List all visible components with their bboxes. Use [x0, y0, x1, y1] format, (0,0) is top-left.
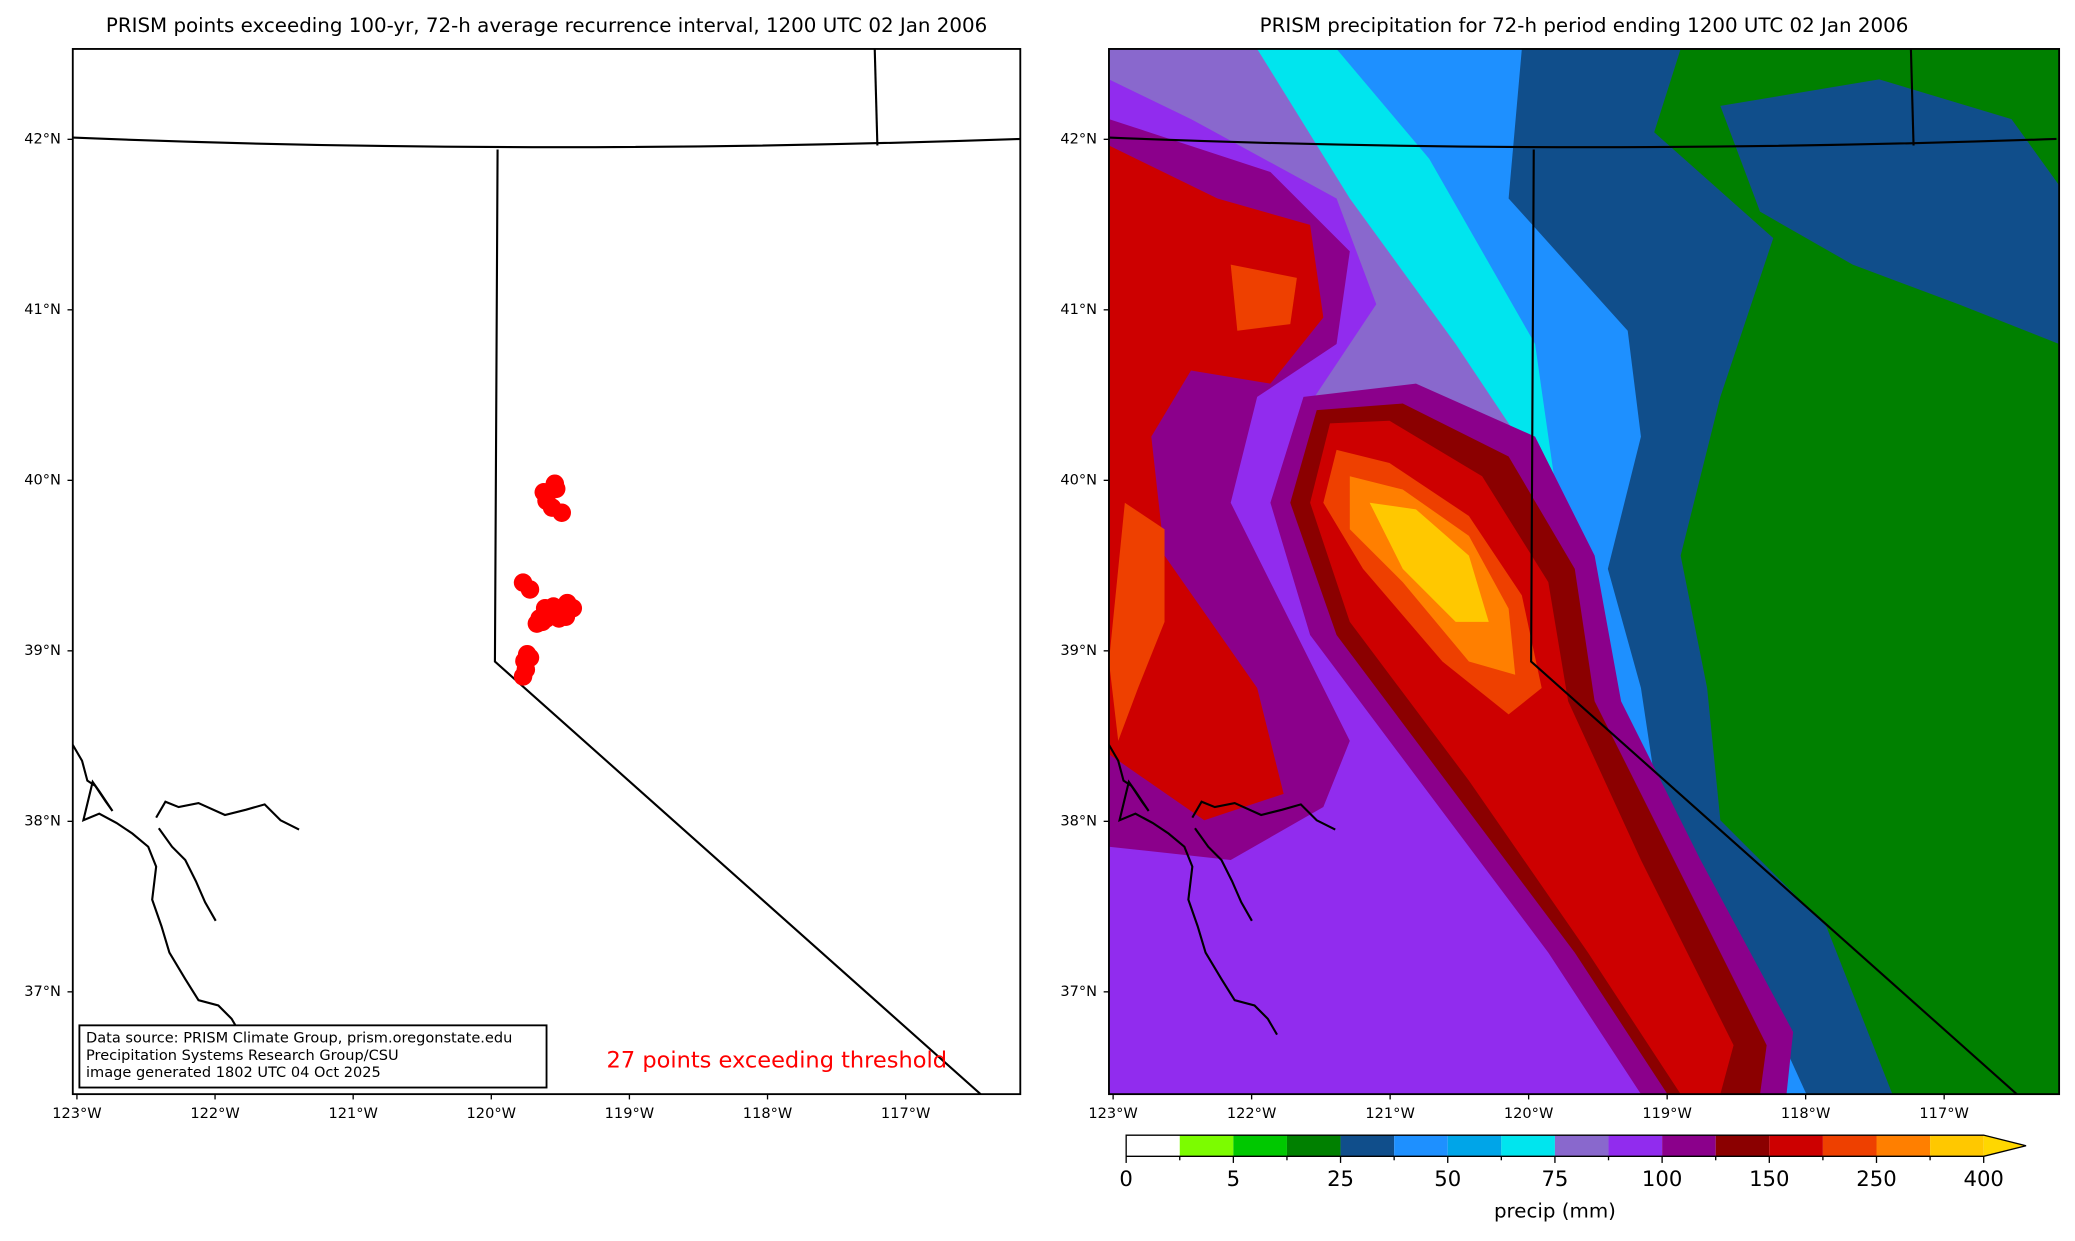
- axes-frame: [71, 48, 1022, 1096]
- y-tick-label: 41°N: [24, 301, 61, 318]
- y-tick-label: 40°N: [24, 471, 61, 488]
- x-tick-label: 119°W: [1642, 1105, 1691, 1122]
- exceed-point: [557, 593, 577, 613]
- colorbar-bin: [1126, 1135, 1180, 1157]
- exceed-point: [546, 479, 566, 499]
- exceed-point: [552, 503, 571, 522]
- exceed-point: [513, 667, 533, 686]
- exceed-point: [520, 580, 540, 599]
- colorbar-tick-label: 100: [1642, 1166, 1682, 1191]
- source-line: Data source: PRISM Climate Group, prism.…: [86, 1030, 512, 1047]
- x-tick-label: 120°W: [467, 1105, 516, 1122]
- colorbar-bin: [1447, 1135, 1502, 1157]
- colorbar-bin: [1501, 1135, 1555, 1157]
- exceed-point: [520, 648, 540, 667]
- x-tick-label: 117°W: [881, 1105, 930, 1122]
- colorbar-extend: [1983, 1135, 2027, 1157]
- colorbar-tick-label: 250: [1856, 1166, 1896, 1191]
- y-tick-label: 42°N: [1060, 130, 1097, 147]
- x-tick-label: 118°W: [743, 1105, 792, 1122]
- x-tick-label: 121°W: [328, 1105, 377, 1122]
- colorbar-tick-label: 75: [1541, 1166, 1568, 1191]
- colorbar-bin: [1554, 1135, 1609, 1157]
- colorbar-tick-label: 150: [1749, 1166, 1789, 1191]
- colorbar-bin: [1286, 1135, 1341, 1157]
- colorbar-tick-label: 0: [1119, 1166, 1132, 1191]
- x-tick-label: 122°W: [190, 1105, 239, 1122]
- colorbar-bin: [1608, 1135, 1663, 1157]
- source-box: [78, 1024, 548, 1089]
- colorbar-outline: [1125, 1134, 2027, 1157]
- colorbar-bin: [1179, 1135, 1234, 1157]
- y-tick-label: 37°N: [1060, 983, 1097, 1000]
- y-tick-label: 38°N: [24, 812, 61, 829]
- source-line: image generated 1802 UTC 04 Oct 2025: [86, 1064, 381, 1081]
- y-tick-label: 40°N: [1060, 471, 1097, 488]
- colorbar-tick-label: 50: [1434, 1166, 1461, 1191]
- y-tick-label: 38°N: [1060, 812, 1097, 829]
- x-tick-label: 123°W: [1088, 1105, 1137, 1122]
- y-tick-label: 37°N: [24, 983, 61, 1000]
- x-tick-label: 117°W: [1919, 1105, 1968, 1122]
- y-tick-label: 39°N: [1060, 642, 1097, 659]
- colorbar-bin: [1340, 1135, 1395, 1157]
- colorbar-bin: [1876, 1135, 1931, 1157]
- colorbar-bin: [1930, 1135, 1984, 1157]
- colorbar-bin: [1769, 1135, 1823, 1157]
- colorbar-bin: [1662, 1135, 1716, 1157]
- x-tick-label: 120°W: [1504, 1105, 1553, 1122]
- colorbar-bin: [1715, 1135, 1770, 1157]
- panel-title: PRISM points exceeding 100-yr, 72-h aver…: [106, 14, 987, 37]
- colorbar-bin: [1233, 1135, 1287, 1157]
- x-tick-label: 122°W: [1227, 1105, 1276, 1122]
- axes-frame: [1108, 48, 2061, 1096]
- precip-field: [1108, 48, 2060, 1095]
- colorbar-tick-label: 400: [1963, 1166, 2003, 1191]
- colorbar-label: precip (mm): [1494, 1199, 1616, 1222]
- count-label: 27 points exceeding threshold: [607, 1048, 947, 1074]
- y-tick-label: 42°N: [24, 130, 61, 147]
- x-tick-label: 119°W: [605, 1105, 654, 1122]
- exceed-point: [530, 609, 549, 628]
- x-tick-label: 118°W: [1781, 1105, 1830, 1122]
- colorbar-tick-label: 25: [1327, 1166, 1354, 1191]
- colorbar-bin: [1822, 1135, 1877, 1157]
- source-line: Precipitation Systems Research Group/CSU: [86, 1047, 399, 1064]
- y-tick-label: 41°N: [1060, 301, 1097, 318]
- panel-title: PRISM precipitation for 72-h period endi…: [1260, 14, 1909, 37]
- y-tick-label: 39°N: [24, 642, 61, 659]
- map-outline: [72, 48, 1021, 1095]
- colorbar-bin: [1394, 1135, 1448, 1157]
- x-tick-label: 121°W: [1365, 1105, 1414, 1122]
- x-tick-label: 123°W: [52, 1105, 101, 1122]
- colorbar-tick-label: 5: [1227, 1166, 1240, 1191]
